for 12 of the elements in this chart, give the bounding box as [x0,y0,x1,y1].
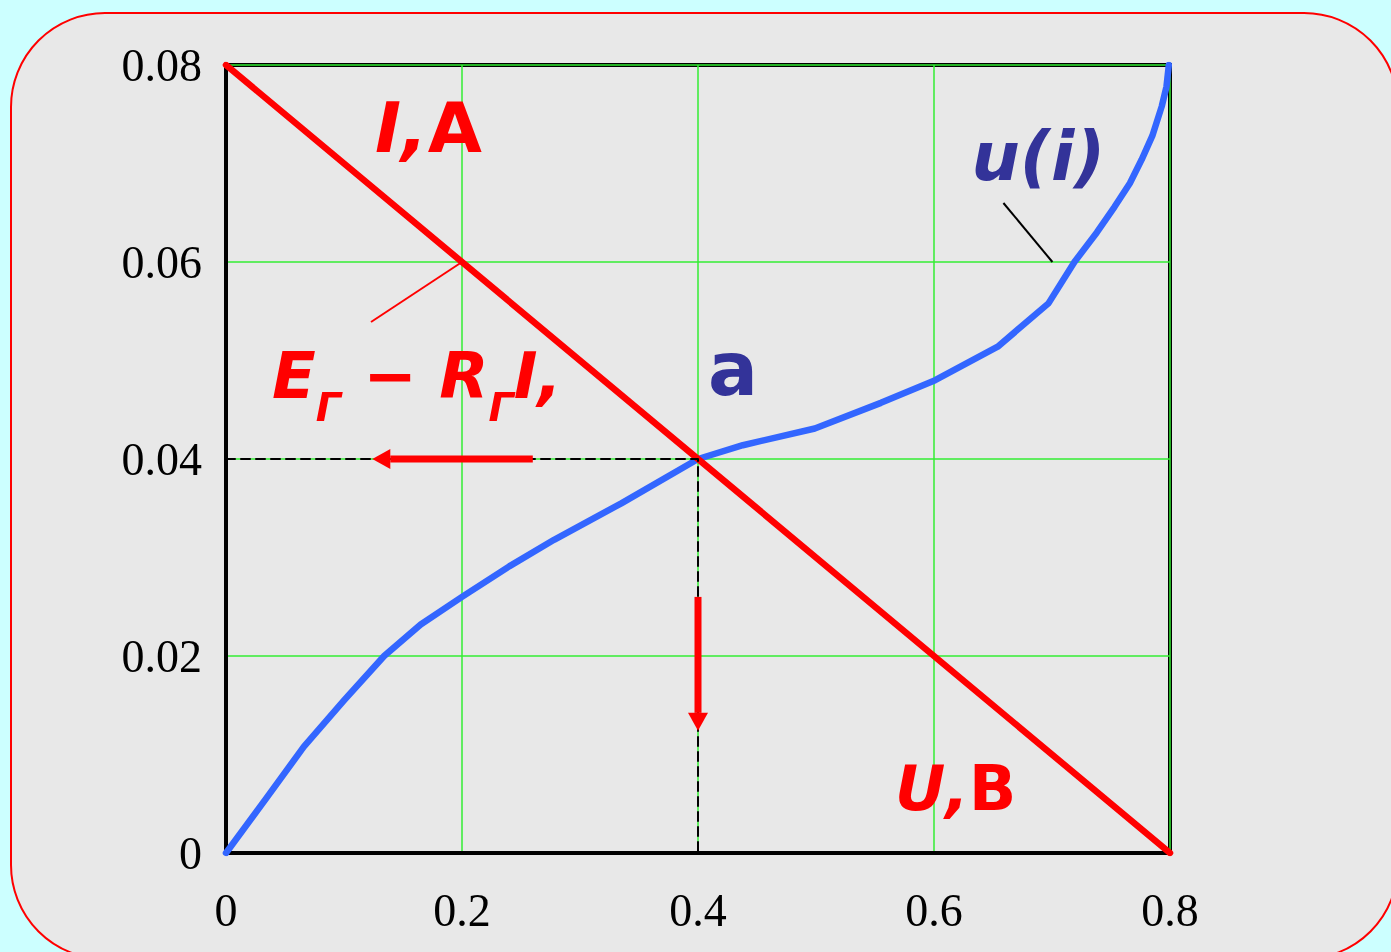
x-tick-label: 0.2 [433,884,491,936]
x-tick-label: 0.8 [1141,884,1199,936]
y-tick-label: 0 [179,827,202,879]
y-tick-label: 0.06 [121,236,202,288]
y-tick-label: 0.02 [121,630,202,682]
y-tick-label: 0.04 [121,433,202,485]
x-tick-label: 0.6 [905,884,963,936]
x-tick-label: 0.4 [669,884,727,936]
annotation: a [708,326,758,412]
x-tick-label: 0 [214,884,238,936]
annotation: u(i) [971,117,1106,196]
y-tick-label: 0.08 [121,39,202,91]
